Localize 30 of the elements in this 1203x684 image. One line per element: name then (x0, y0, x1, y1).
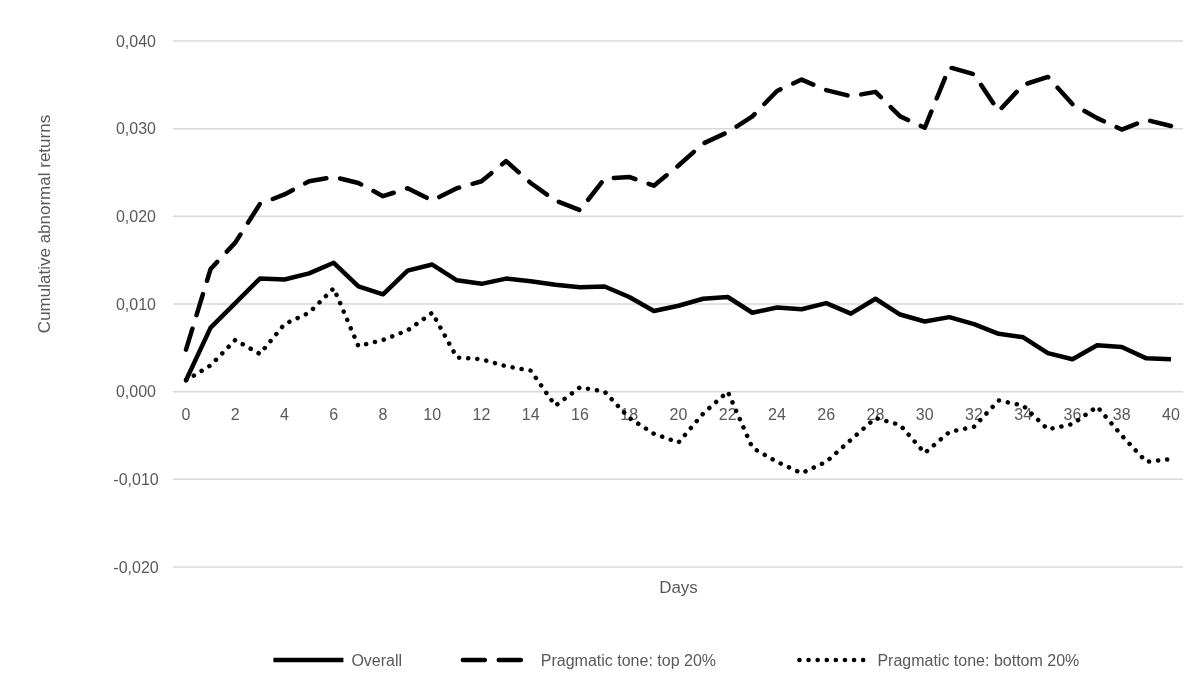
x-tick-label: 40 (1162, 405, 1180, 423)
y-tick-label: -0,010 (113, 470, 159, 488)
x-tick-label: 20 (669, 405, 688, 423)
x-tick-label: 38 (1112, 405, 1131, 423)
x-tick-label: 22 (718, 405, 737, 423)
x-axis-title: Days (659, 578, 698, 597)
x-tick-label: 14 (521, 405, 540, 423)
y-axis-title: Cumulative abnormal returns (35, 114, 54, 334)
x-tick-label: 16 (571, 405, 589, 423)
x-tick-label: 24 (768, 405, 786, 423)
line-series (183, 65, 1174, 352)
y-tick-label: -0,020 (113, 558, 159, 576)
x-tick-label: 30 (915, 405, 934, 423)
y-tick-label: 0,040 (115, 32, 157, 50)
x-tick-label: 4 (280, 405, 290, 423)
x-tick-label: 6 (329, 405, 339, 423)
y-tick-label: 0,000 (115, 383, 157, 401)
y-tick-label: 0,010 (115, 295, 157, 313)
y-tick-label: 0,030 (115, 120, 157, 138)
x-tick-label: 10 (423, 405, 442, 423)
x-tick-label: 26 (817, 405, 836, 423)
x-tick-label: 34 (1014, 405, 1033, 423)
legend-label: Pragmatic tone: top 20% (540, 651, 717, 669)
x-tick-label: 8 (378, 405, 388, 423)
y-tick-label: 0,020 (115, 207, 157, 225)
x-tick-label: 0 (181, 405, 191, 423)
x-tick-label: 12 (472, 405, 491, 423)
legend-label: Overall (351, 651, 403, 669)
legend-label: Pragmatic tone: bottom 20% (877, 651, 1080, 669)
x-tick-label: 2 (230, 405, 240, 423)
